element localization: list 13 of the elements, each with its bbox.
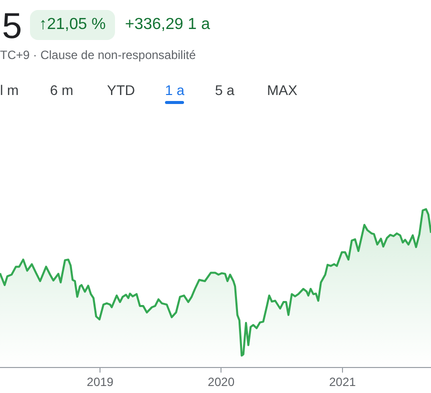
text: MAX	[267, 82, 298, 98]
text: 5 a	[215, 82, 234, 98]
x-tick-label: 2019	[86, 375, 114, 390]
text: 6 m	[50, 82, 74, 98]
text: ↑21,05 %	[30, 10, 115, 40]
chart-subtitle: TC+9 · Clause de non-responsabilité	[0, 48, 196, 62]
text: YTD	[107, 82, 135, 98]
text: 1 a	[165, 82, 184, 100]
x-tick-label: 2020	[208, 375, 235, 390]
chart-title: 5	[2, 5, 22, 46]
text: +336,29 1 a	[125, 16, 210, 34]
text: l m	[0, 82, 19, 98]
x-tick-label: 2021	[329, 375, 356, 390]
